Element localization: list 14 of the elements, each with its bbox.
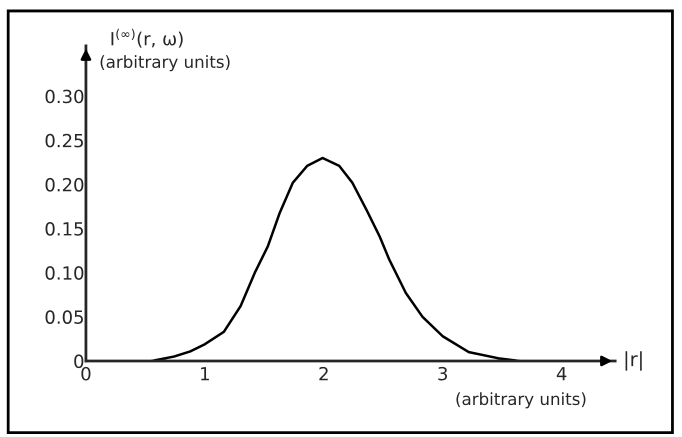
text: (arbitrary units) [456, 392, 586, 408]
x-tick-label: 3 [438, 366, 448, 380]
x-tick-label: 1 [201, 367, 209, 380]
x-tick-label: 4 [556, 367, 566, 380]
y-tick-label: 0.30 [46, 90, 84, 104]
y-tick-label: 0.20 [46, 178, 84, 192]
x-axis-title: |r| [626, 351, 642, 371]
y-tick-label: 0.25 [46, 134, 83, 148]
y-tick-label: 0 [74, 354, 84, 368]
y-tick-label: 0.15 [46, 222, 83, 236]
y-tick-label: 0.10 [46, 266, 84, 280]
y-axis-title: I$^{(∞)}$(r, ω) (arbitrary units) [100, 28, 230, 72]
x-tick-label: 2 [319, 366, 328, 380]
y-tick-label: 0.05 [46, 310, 83, 324]
